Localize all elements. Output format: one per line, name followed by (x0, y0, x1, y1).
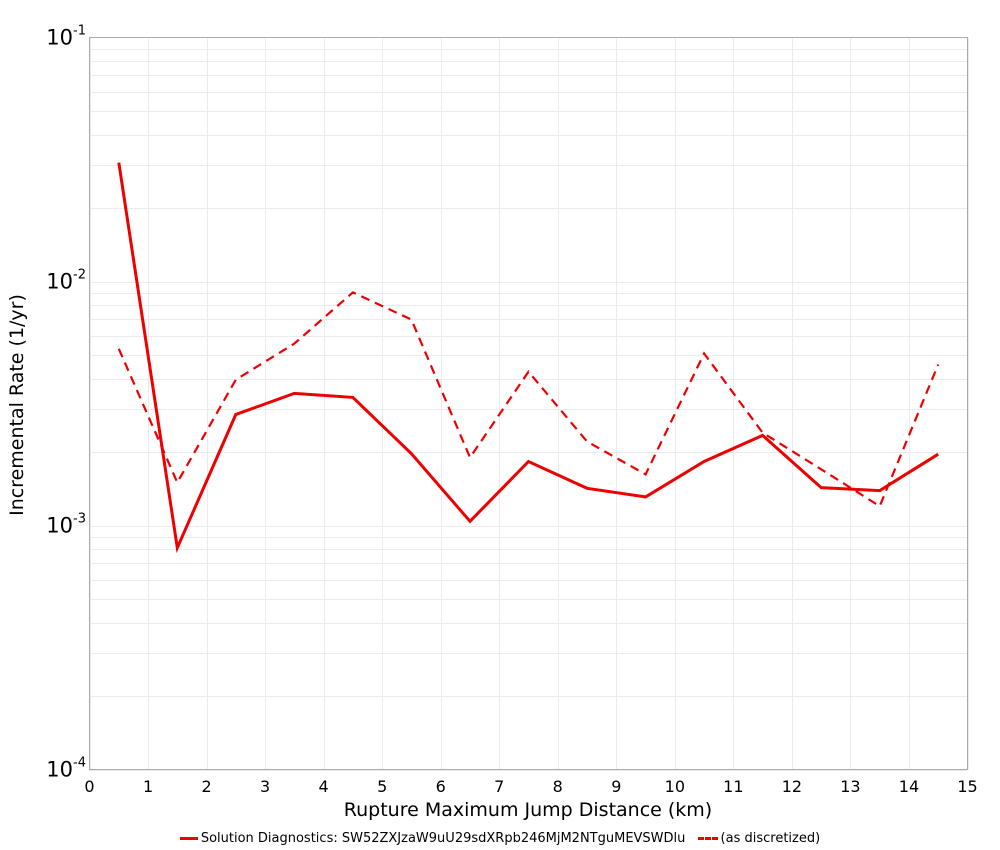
y-tick-label: 10-3 (46, 512, 86, 538)
legend: Solution Diagnostics: SW52ZXJzaW9uU29sdX… (0, 829, 1000, 846)
solid-line-swatch-icon (179, 837, 198, 840)
legend-item-discretized: (as discretized) (690, 831, 821, 846)
x-tick-label: 6 (436, 777, 446, 796)
y-axis-label: Incremental Rate (1/yr) (0, 0, 34, 850)
x-tick-label: 8 (553, 777, 563, 796)
x-tick-label: 7 (494, 777, 504, 796)
x-tick-label: 10 (665, 777, 685, 796)
x-tick-label: 1 (143, 777, 153, 796)
y-axis-label-text: Incremental Rate (1/yr) (6, 294, 28, 516)
x-tick-label: 4 (319, 777, 329, 796)
x-tick-label: 2 (201, 777, 211, 796)
legend-label-discretized: (as discretized) (720, 831, 821, 846)
y-axis-ticks: 10-1 10-2 10-3 10-4 (46, 24, 86, 782)
x-tick-label: 5 (377, 777, 387, 796)
x-tick-label: 12 (782, 777, 802, 796)
series-solution-diagnostics (117, 162, 939, 554)
grid-lines (89, 37, 969, 771)
y-tick-label: 10-4 (46, 756, 86, 782)
x-tick-label: 9 (611, 777, 621, 796)
x-axis-ticks: 0 1 2 3 4 5 6 7 8 9 10 11 12 13 14 15 (84, 777, 977, 796)
x-tick-label: 0 (84, 777, 94, 796)
legend-item-solution: Solution Diagnostics: SW52ZXJzaW9uU29sdX… (179, 831, 686, 846)
y-tick-label: 10-2 (46, 268, 86, 294)
y-tick-label: 10-1 (46, 24, 86, 50)
legend-label-solution: Solution Diagnostics: SW52ZXJzaW9uU29sdX… (200, 831, 686, 846)
dashed-line-swatch-icon (697, 837, 718, 840)
x-axis-label: Rupture Maximum Jump Distance (km) (343, 799, 713, 821)
series-as-discretized (117, 291, 940, 508)
x-tick-label: 14 (899, 777, 919, 796)
plot-area-border (89, 37, 968, 770)
x-tick-label: 13 (840, 777, 860, 796)
series-lines (117, 162, 940, 554)
x-tick-label: 11 (723, 777, 743, 796)
x-tick-label: 15 (957, 777, 977, 796)
x-tick-label: 3 (260, 777, 270, 796)
